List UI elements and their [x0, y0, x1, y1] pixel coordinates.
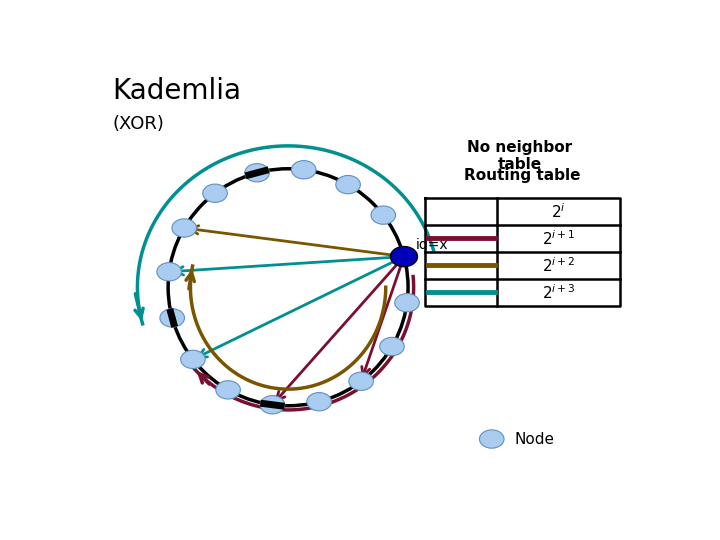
Text: id=x: id=x [416, 238, 449, 252]
Text: $2^{i+1}$: $2^{i+1}$ [542, 229, 575, 248]
Circle shape [480, 430, 504, 448]
Circle shape [181, 350, 205, 368]
Circle shape [349, 372, 374, 390]
Circle shape [203, 184, 228, 202]
Text: No neighbor
table: No neighbor table [467, 140, 572, 172]
Circle shape [172, 219, 197, 237]
Text: Node: Node [514, 431, 554, 447]
Circle shape [160, 309, 184, 327]
Text: $2^{i+3}$: $2^{i+3}$ [542, 283, 575, 302]
Text: $2^{i+2}$: $2^{i+2}$ [542, 256, 575, 275]
Text: Routing table: Routing table [464, 168, 581, 183]
Circle shape [292, 160, 316, 179]
Circle shape [379, 338, 404, 356]
Circle shape [390, 247, 418, 267]
Text: Kademlia: Kademlia [112, 77, 241, 105]
Circle shape [307, 393, 331, 411]
Text: (XOR): (XOR) [112, 114, 164, 133]
Circle shape [216, 381, 240, 399]
Circle shape [336, 176, 360, 194]
Circle shape [395, 294, 419, 312]
Text: $2^i$: $2^i$ [552, 202, 566, 221]
Circle shape [245, 164, 269, 182]
Circle shape [157, 262, 181, 281]
Circle shape [371, 206, 395, 224]
Circle shape [260, 396, 284, 414]
